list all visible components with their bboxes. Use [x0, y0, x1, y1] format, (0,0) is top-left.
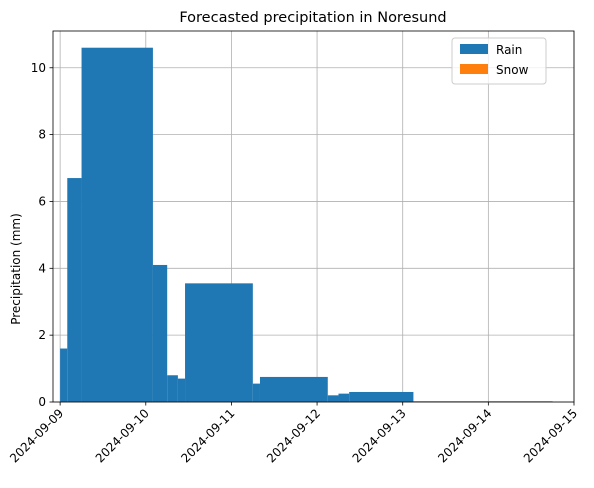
- rain-legend-swatch: [460, 44, 488, 54]
- rain-bar: [167, 375, 178, 402]
- rain-bar: [185, 283, 253, 402]
- rain-bar: [177, 378, 186, 402]
- snow-legend-label: Snow: [496, 63, 529, 77]
- y-tick-label: 8: [38, 128, 46, 142]
- rain-bar: [259, 376, 328, 402]
- y-tick-label: 2: [38, 328, 46, 342]
- legend: Rain Snow: [451, 37, 547, 85]
- rain-bar: [67, 178, 82, 402]
- rain-bar: [327, 395, 339, 402]
- y-tick-label: 10: [31, 61, 46, 75]
- y-tick-label: 6: [38, 194, 46, 208]
- rain-bar: [349, 391, 414, 402]
- rain-bar: [252, 383, 260, 402]
- bars: [60, 47, 553, 403]
- rain-bar: [81, 47, 153, 403]
- rain-legend-label: Rain: [496, 43, 522, 57]
- y-tick-label: 0: [38, 395, 46, 409]
- y-ticks: 0 2 4 6 8 10: [31, 61, 53, 409]
- y-axis-label: Precipitation (mm): [9, 213, 23, 325]
- rain-bar: [338, 393, 350, 402]
- y-tick-label: 4: [38, 261, 46, 275]
- rain-bar: [60, 348, 68, 402]
- snow-legend-swatch: [460, 64, 488, 74]
- rain-bar: [152, 264, 168, 402]
- plot-frame: [52, 30, 575, 403]
- chart-title: Forecasted precipitation in Noresund: [179, 10, 446, 26]
